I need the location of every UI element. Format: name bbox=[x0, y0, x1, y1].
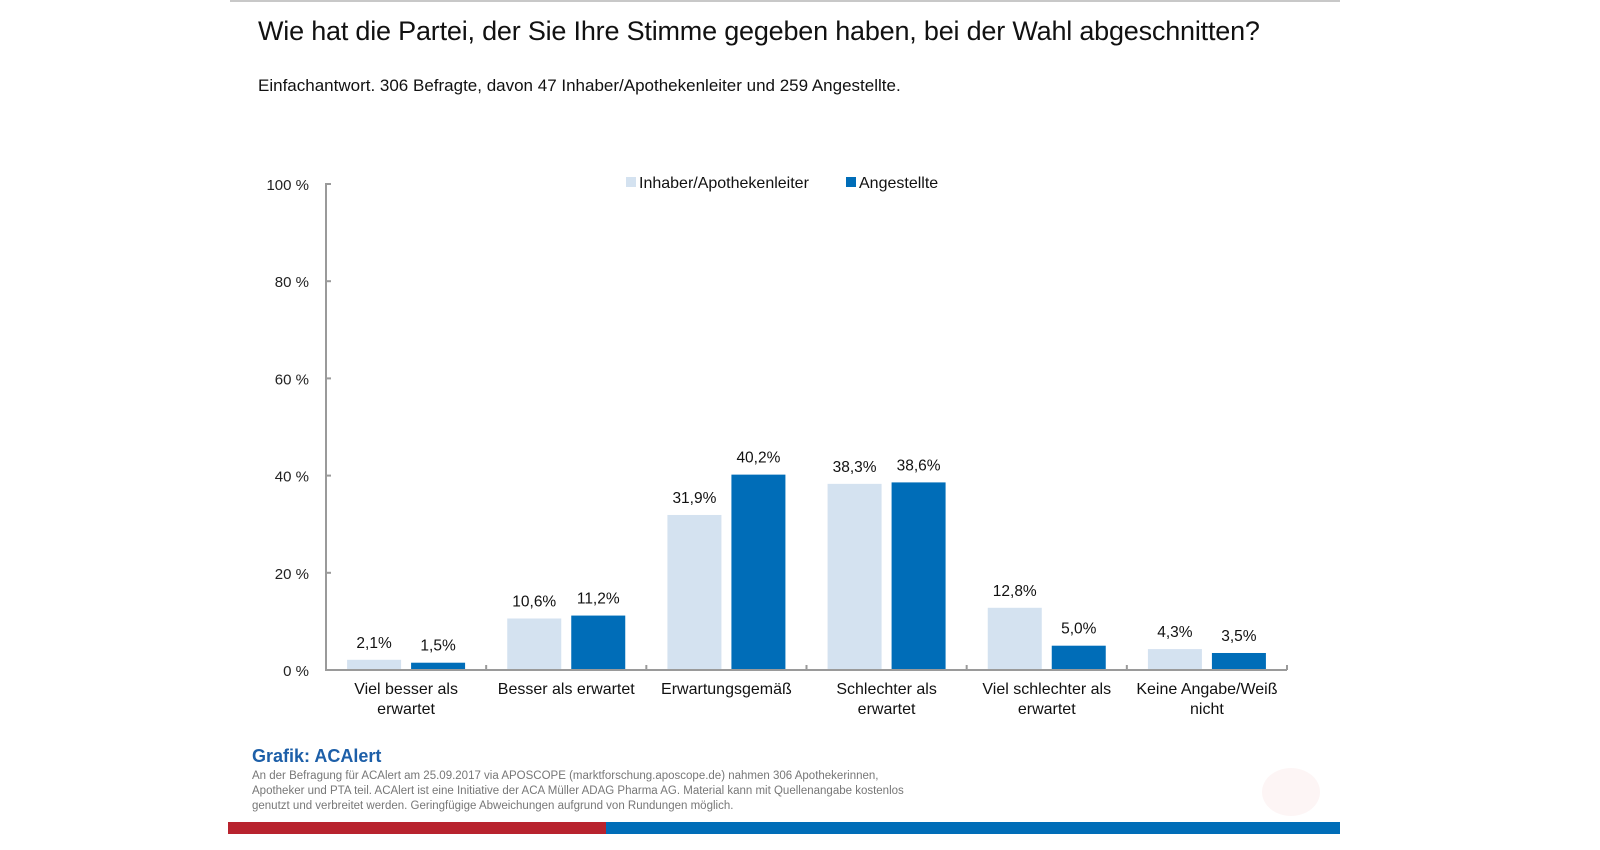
value-label: 12,8% bbox=[993, 583, 1037, 600]
bar-inhaber bbox=[347, 659, 402, 669]
y-tick-label: 40 % bbox=[275, 469, 309, 486]
legend-label-angestellte: Angestellte bbox=[859, 175, 938, 192]
value-label: 38,3% bbox=[833, 459, 877, 476]
x-category-label: nicht bbox=[1190, 701, 1224, 718]
bar-angestellte bbox=[731, 474, 786, 669]
source-title: Grafik: ACAlert bbox=[252, 746, 382, 766]
x-category-label: Viel besser als bbox=[354, 681, 458, 698]
bar-inhaber bbox=[827, 483, 882, 669]
y-tick-label: 60 % bbox=[275, 371, 309, 388]
labels: 2,1% 1,5% Viel besser als erwartet 10,6% 11,2… bbox=[354, 450, 1278, 718]
bar-angestellte bbox=[1051, 645, 1106, 669]
bar-angestellte bbox=[1211, 652, 1266, 669]
y-tick-label: 20 % bbox=[275, 566, 309, 583]
x-category-label: erwartet bbox=[858, 701, 916, 718]
x-category-label: Viel schlechter als bbox=[982, 681, 1111, 698]
y-tick-label: 0 % bbox=[283, 663, 309, 680]
x-category-label: erwartet bbox=[1018, 701, 1076, 718]
legend-swatch-angestellte bbox=[846, 177, 856, 187]
value-label: 3,5% bbox=[1221, 628, 1257, 645]
legend-label-inhaber: Inhaber/Apothekenleiter bbox=[639, 175, 810, 192]
value-label: 1,5% bbox=[420, 638, 456, 655]
footer-band-red bbox=[228, 822, 606, 834]
bar-inhaber bbox=[1147, 649, 1202, 669]
bar-inhaber bbox=[507, 618, 562, 669]
axes: 0 % 20 % 40 % 60 % 80 % 100 % bbox=[266, 177, 1288, 680]
value-label: 38,6% bbox=[897, 457, 941, 474]
chart-title: Wie hat die Partei, der Sie Ihre Stimme … bbox=[258, 16, 1260, 46]
bar-inhaber bbox=[987, 607, 1042, 669]
value-label: 40,2% bbox=[736, 450, 780, 467]
bar-angestellte bbox=[571, 615, 626, 669]
x-category-label: Besser als erwartet bbox=[498, 681, 635, 698]
x-category-label: Schlechter als bbox=[836, 681, 937, 698]
source-text: An der Befragung für ACAlert am 25.09.20… bbox=[252, 770, 904, 812]
x-category-label: Erwartungsgemäß bbox=[661, 681, 792, 698]
bar-inhaber bbox=[667, 514, 722, 669]
value-label: 10,6% bbox=[512, 593, 556, 610]
chart-subtitle: Einfachantwort. 306 Befragte, davon 47 I… bbox=[258, 76, 901, 95]
x-category-label: Keine Angabe/Weiß bbox=[1136, 681, 1277, 698]
watermark-logo bbox=[1262, 768, 1320, 816]
value-label: 31,9% bbox=[672, 490, 716, 507]
top-divider bbox=[230, 0, 1340, 2]
value-label: 4,3% bbox=[1157, 624, 1193, 641]
bar-angestellte bbox=[411, 662, 466, 669]
bars bbox=[347, 474, 1266, 669]
legend: Inhaber/Apothekenleiter Angestellte bbox=[626, 175, 938, 192]
bar-angestellte bbox=[891, 482, 946, 669]
y-tick-label: 100 % bbox=[266, 177, 309, 194]
y-tick-label: 80 % bbox=[275, 274, 309, 291]
value-label: 2,1% bbox=[356, 635, 392, 652]
value-label: 5,0% bbox=[1061, 621, 1097, 638]
footer-band-blue bbox=[606, 822, 1340, 834]
value-label: 11,2% bbox=[577, 591, 620, 608]
legend-swatch-inhaber bbox=[626, 177, 636, 187]
x-category-label: erwartet bbox=[377, 701, 435, 718]
